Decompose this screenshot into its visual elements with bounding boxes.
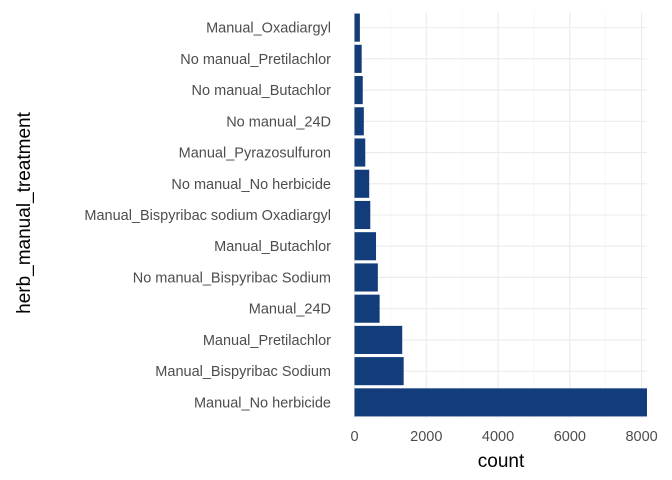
y-tick-label: Manual_24D <box>249 302 331 318</box>
x-tick-label: 6000 <box>554 429 586 445</box>
bar <box>354 13 360 42</box>
x-axis-title: count <box>478 451 525 472</box>
y-tick-label: No manual_24D <box>226 114 331 130</box>
x-tick-label: 0 <box>350 429 358 445</box>
bar <box>354 232 377 261</box>
x-tick-label: 2000 <box>410 429 442 445</box>
y-tick-label: No manual_Pretilachlor <box>180 52 331 68</box>
bar <box>354 107 364 136</box>
bar <box>354 76 363 105</box>
x-tick-labels: 0 2000 4000 6000 8000 <box>350 429 657 445</box>
bar <box>354 294 380 323</box>
y-tick-label: Manual_Pretilachlor <box>203 333 331 349</box>
y-tick-label: Manual_Butachlor <box>214 239 331 255</box>
bar <box>354 263 378 292</box>
y-tick-label: Manual_Oxadiargyl <box>206 21 331 37</box>
bar <box>354 169 370 198</box>
y-tick-label: Manual_No herbicide <box>194 395 331 411</box>
y-tick-label: No manual_Bispyribac Sodium <box>133 270 331 286</box>
bar <box>354 325 403 354</box>
y-tick-labels: Manual_No herbicide Manual_Bispyribac Sod… <box>84 21 331 412</box>
y-tick-label: No manual_No herbicide <box>171 177 331 193</box>
y-tick-label: Manual_Pyrazosulfuron <box>179 146 331 162</box>
bar <box>354 388 647 417</box>
bar <box>354 357 404 386</box>
bar <box>354 138 366 167</box>
y-axis-title: herb_manual_treatment <box>14 111 35 313</box>
x-tick-label: 4000 <box>482 429 514 445</box>
y-tick-label: Manual_Bispyribac Sodium <box>155 364 331 380</box>
x-tick-label: 8000 <box>625 429 657 445</box>
y-tick-label: Manual_Bispyribac sodium Oxadiargyl <box>84 208 331 224</box>
bar <box>354 200 371 230</box>
y-tick-label: No manual_Butachlor <box>192 83 332 99</box>
bar <box>354 44 362 73</box>
bars <box>354 13 647 417</box>
